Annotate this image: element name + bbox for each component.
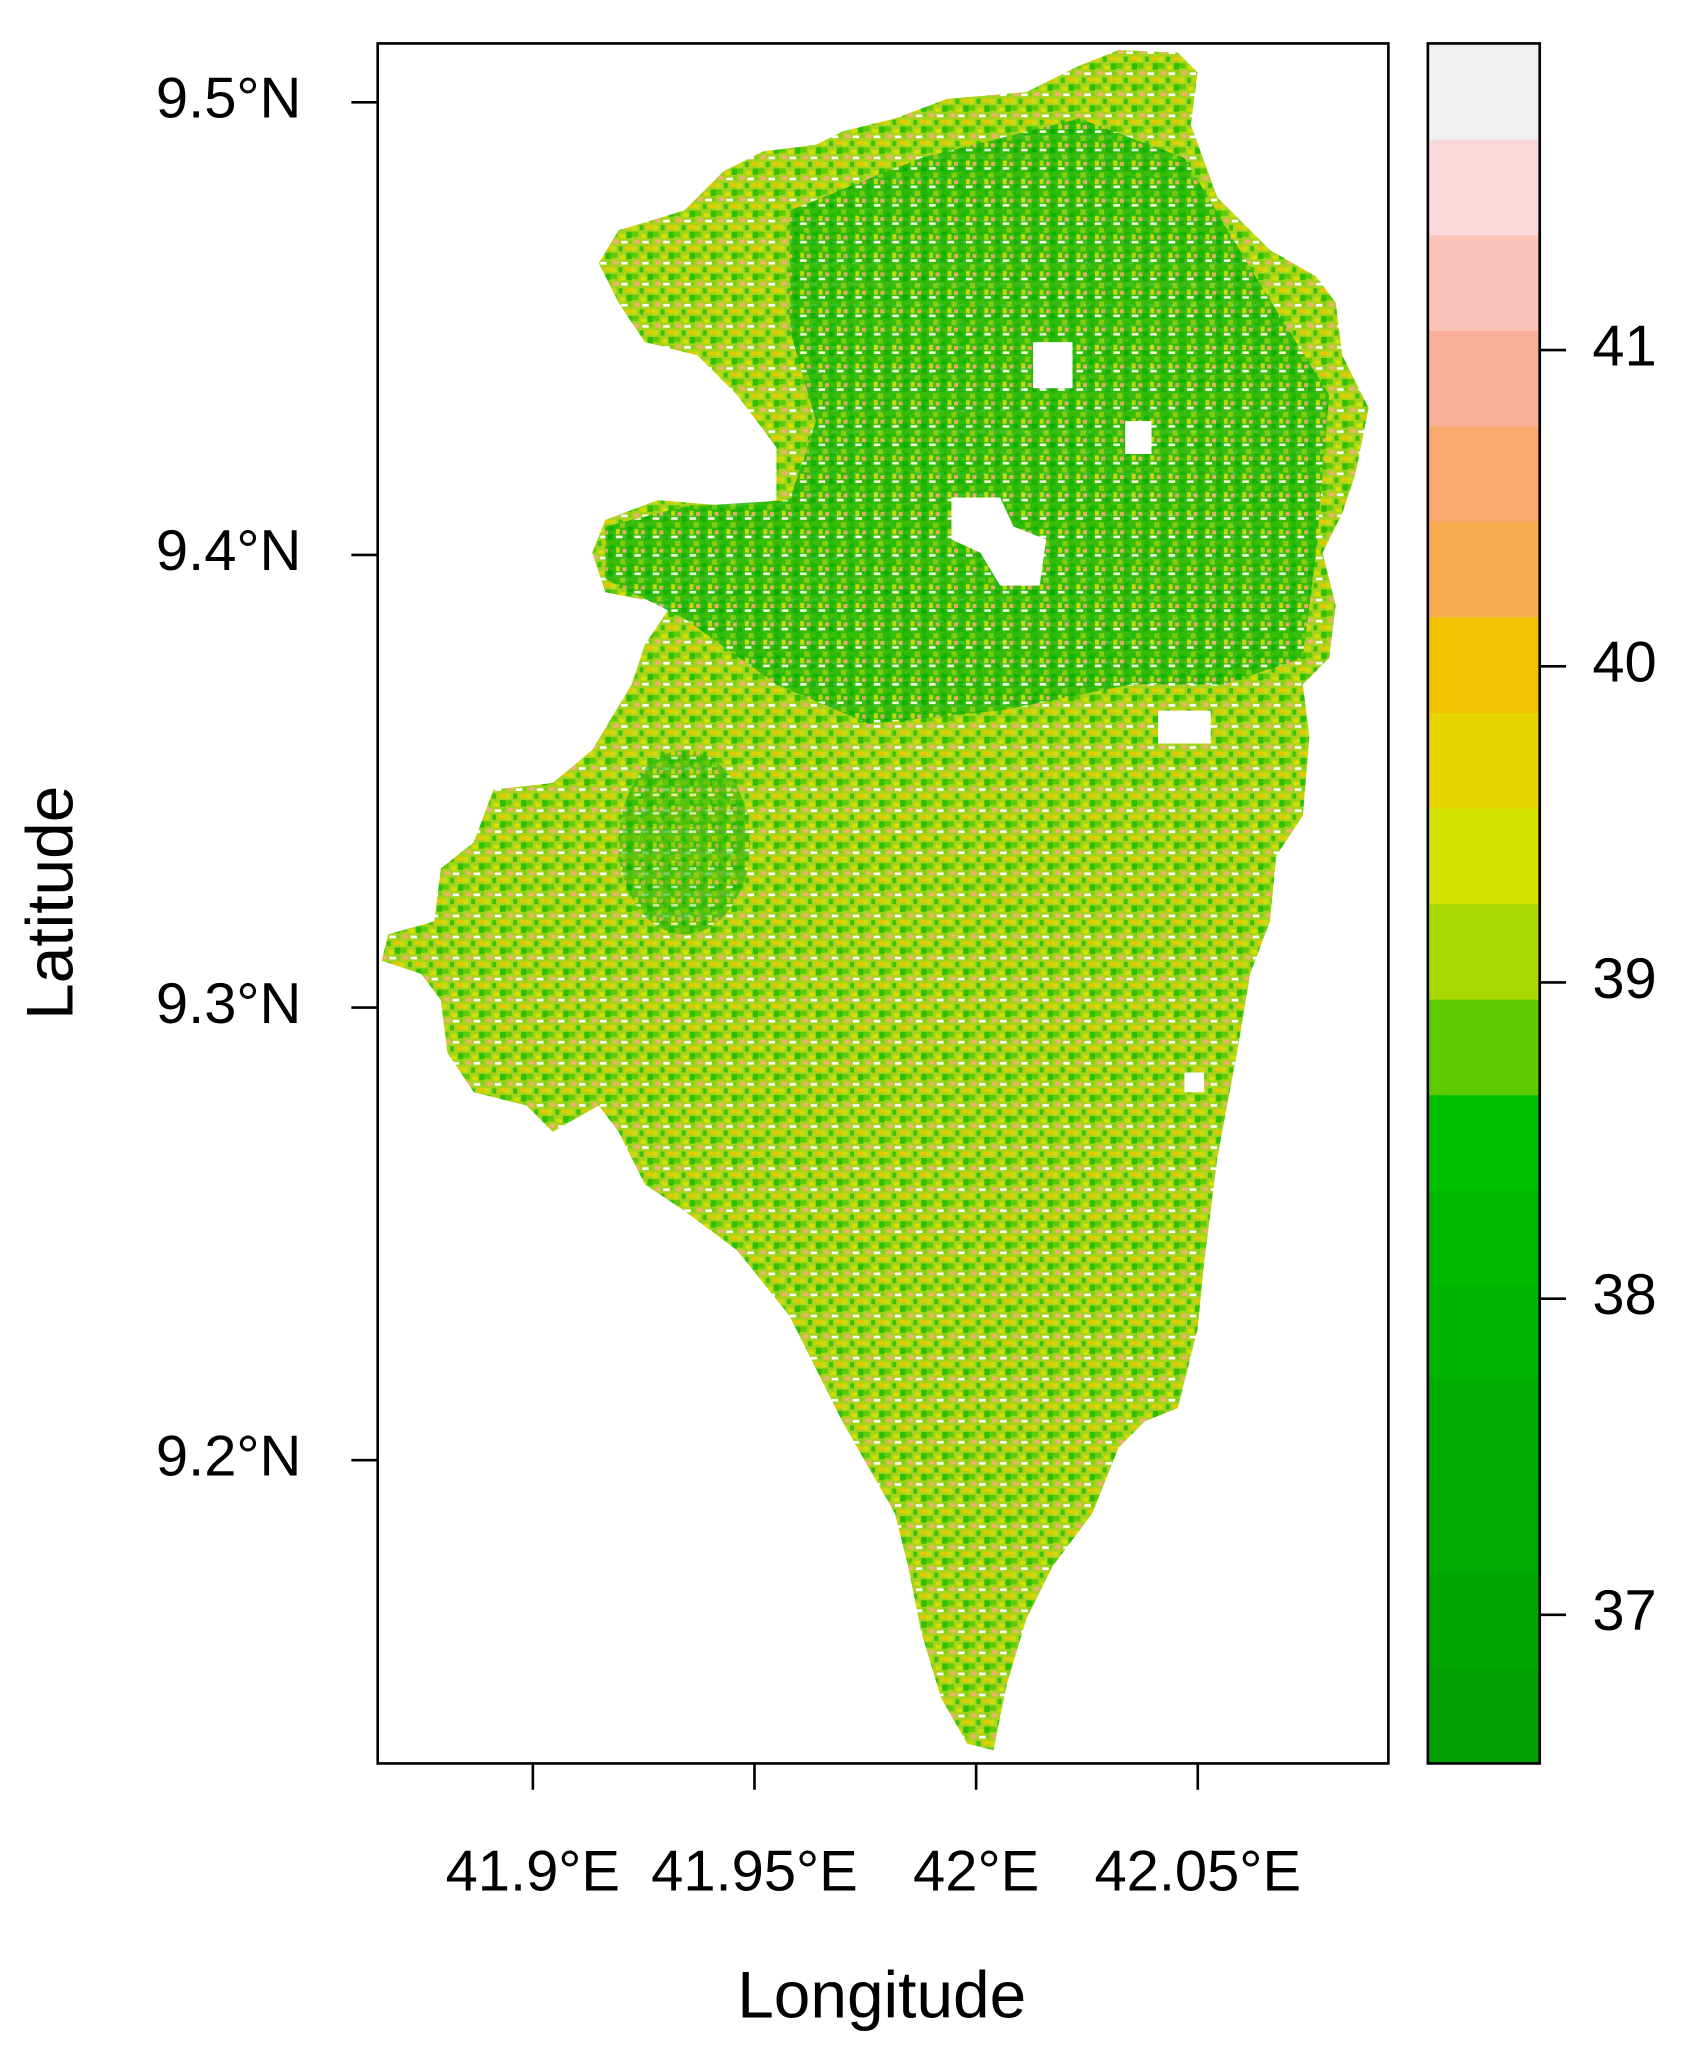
colorbar-band [1427,234,1540,331]
no-data-gap [1184,1072,1205,1093]
colorbar-band [1427,903,1540,1000]
green-patch [618,750,751,935]
x-tick-label: 42.05°E [1094,1840,1301,1904]
colorbar-band [1427,807,1540,905]
colorbar-band [1427,521,1540,618]
colorbar-tick-label: 41 [1592,314,1656,378]
colorbar-tick-label: 37 [1592,1579,1656,1643]
raster [381,50,1369,1751]
x-tick-label: 41.9°E [446,1840,620,1904]
colorbar-tick-label: 38 [1592,1263,1656,1327]
colorbar-band [1427,138,1540,236]
y-tick-label: 9.2°N [156,1424,301,1488]
y-tick-label: 9.3°N [156,972,301,1036]
plot-frame [376,42,1390,1765]
colorbar-band [1427,998,1540,1096]
colorbar-band [1427,330,1540,427]
no-data-gap [951,497,1047,586]
x-tick-label: 42°E [913,1840,1039,1904]
colorbar-tick-label: 40 [1592,631,1656,695]
y-tick-label: 9.4°N [156,519,301,583]
figure-scale: Longitude Latitude 41.9°E 41.95°E 42°E 42.0… [13,42,1657,2032]
colorbar-band [1427,1190,1540,1287]
colorbar-band [1427,425,1540,522]
colorbar-band [1427,712,1540,809]
colorbar-band [1427,616,1540,713]
colorbar-band [1427,1572,1540,1669]
y-axis-title: Latitude [13,786,87,1020]
colorbar-band [1427,1094,1540,1191]
colorbar-band [1427,43,1540,140]
no-data-gap [1125,421,1152,455]
colorbar-tick-label: 39 [1592,947,1656,1011]
colorbar-band [1427,1285,1540,1382]
y-tick-label: 9.5°N [156,67,301,131]
colorbar-band [1427,1381,1540,1478]
dense-green-area [605,118,1330,724]
colorbar-band [1427,1667,1540,1765]
colorbar-band [1427,1476,1540,1573]
no-data-gap [1158,710,1211,744]
no-data-gap [1033,342,1073,389]
x-tick-label: 41.95°E [651,1840,858,1904]
colorbar-frame [1426,42,1542,1765]
x-axis-title: Longitude [737,1958,1026,2032]
